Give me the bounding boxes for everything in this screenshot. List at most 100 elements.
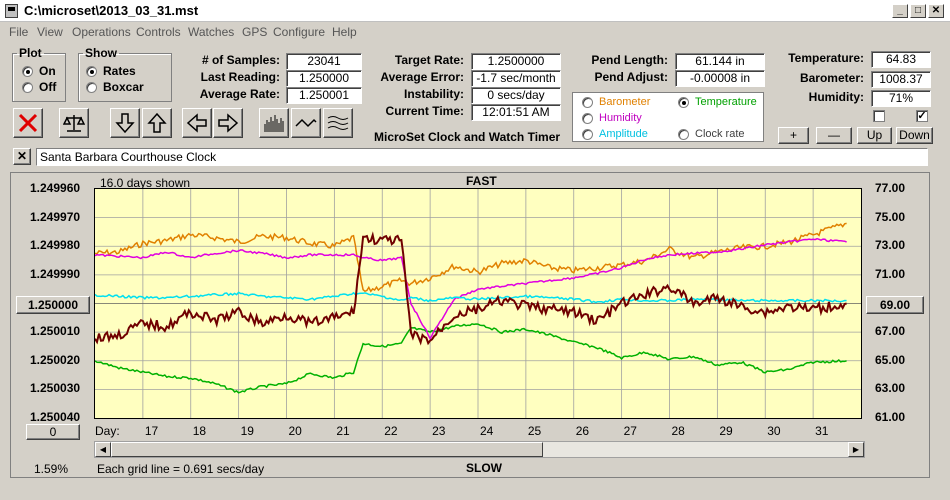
barometer-field[interactable]: 1008.37 [871,71,931,88]
multi-wave-icon [327,116,349,130]
show-boxcar-label: Boxcar [103,80,144,94]
show-rates-radio[interactable] [86,66,97,77]
target-rate-label: Target Rate: [394,53,464,67]
up-arrow-icon [147,112,167,133]
instability-label: Instability: [403,87,464,101]
scroll-right-arrow[interactable]: ▶ [848,442,864,457]
show-boxcar-radio[interactable] [86,82,97,93]
average-rate-field[interactable]: 1.250001 [286,87,362,104]
minimize-button[interactable]: _ [892,4,908,18]
right-y-tick-label: 77.00 [875,181,906,195]
current-time-field[interactable]: 12:01:51 AM [471,104,561,121]
target-rate-field[interactable]: 1.2500000 [471,53,561,70]
plus-button[interactable]: + [778,127,809,144]
x-tick-label: 31 [815,424,829,438]
sensor-select-box [572,92,764,142]
x-tick-label: 30 [767,424,781,438]
env-checkbox-1[interactable] [873,110,885,122]
up-button[interactable]: Up [857,127,892,144]
menu-bar: File View Operations Controls Watches GP… [0,22,950,42]
pend-adjust-field[interactable]: -0.00008 in [675,70,765,87]
zero-button[interactable]: 0 [26,424,80,440]
show-group: Show [78,46,172,102]
down-arrow-tool-button[interactable] [110,108,140,138]
balance-tool-button[interactable] [59,108,89,138]
maximize-button[interactable]: □ [910,4,926,18]
minus-button[interactable]: — [816,127,852,144]
samples-field[interactable]: 23041 [286,53,362,70]
wave-tool-button[interactable] [291,108,321,138]
scroll-thumb[interactable] [111,442,543,457]
pend-length-field[interactable]: 61.144 in [675,53,765,70]
menu-configure[interactable]: Configure [273,25,326,39]
clock-name-field[interactable]: Santa Barbara Courthouse Clock [36,148,928,166]
delete-tool-button[interactable] [13,108,43,138]
histogram-tool-button[interactable] [259,108,289,138]
up-arrow-tool-button[interactable] [142,108,172,138]
sensor-radio-amplitude[interactable] [582,129,593,140]
menu-view[interactable]: View [37,25,63,39]
left-y-tick-label: 1.249980 [30,238,81,253]
x-tick-label: 19 [240,424,254,438]
right-y-tick-label: 65.00 [875,352,906,367]
chart-scrollbar[interactable]: ◀ ▶ [94,441,865,458]
temperature-field[interactable]: 64.83 [871,51,931,68]
left-arrow-tool-button[interactable] [182,108,212,138]
series-line-humidity [94,237,847,341]
chart-panel [10,172,930,478]
title-bar: C:\microset\2013_03_31.mst _ □ ✕ [0,0,950,22]
plot-off-radio[interactable] [22,82,33,93]
scale-icon [63,115,85,132]
left-y-tick-label: 1.249960 [30,181,81,195]
left-y-tick-label: 1.249970 [30,209,81,224]
average-error-field[interactable]: -1.7 sec/month [471,70,561,87]
sensor-radio-humidity[interactable] [582,113,593,124]
clear-clock-name-button[interactable]: ✕ [13,148,31,165]
sensor-radio-barometer[interactable] [582,97,593,108]
sensor-radio-clock-rate[interactable] [678,129,689,140]
center-rate-button[interactable]: 1.250000 [16,296,90,314]
menu-file[interactable]: File [9,25,29,39]
left-y-tick-label: 1.250010 [30,324,81,339]
left-arrow-icon [186,113,207,133]
series-line-clock-rate [94,231,847,346]
menu-watches[interactable]: Watches [188,25,235,39]
x-tick-label: 25 [527,424,542,438]
show-group-title: Show [85,46,117,60]
scroll-left-arrow[interactable]: ◀ [95,442,111,457]
multi-wave-tool-button[interactable] [323,108,353,138]
fast-label: FAST [466,174,497,188]
x-tick-label: 23 [432,424,446,438]
humidity-field[interactable]: 71% [871,90,931,107]
menu-controls[interactable]: Controls [136,25,181,39]
env-checkbox-2[interactable]: ✓ [916,110,928,122]
plot-group: Plot [12,46,66,102]
menu-gps[interactable]: GPS [242,25,268,39]
plot-on-label: On [39,64,56,78]
temperature-label: Temperature: [788,51,864,65]
right-y-tick-label: 71.00 [875,266,906,281]
right-y-tick-label: 61.00 [875,410,906,424]
last-reading-field[interactable]: 1.250000 [286,70,362,87]
sensor-radio-temperature[interactable] [678,97,689,108]
right-arrow-tool-button[interactable] [213,108,243,138]
menu-operations[interactable]: Operations [72,25,131,39]
close-window-button[interactable]: ✕ [928,4,944,18]
right-y-tick-label: 73.00 [875,238,906,253]
down-button[interactable]: Down [896,127,933,144]
menu-help[interactable]: Help [332,25,357,39]
red-x-icon [18,113,38,133]
plot-on-radio[interactable] [22,66,33,77]
last-reading-label: Last Reading: [200,70,280,84]
x-tick-label: 20 [288,424,302,438]
right-y-tick-label: 63.00 [875,381,906,396]
app-icon[interactable] [5,4,18,18]
barometer-label: Barometer: [799,71,864,85]
wave-icon [295,118,317,128]
instability-field[interactable]: 0 secs/day [471,87,561,104]
plot-group-title: Plot [19,46,42,60]
x-tick-label: 21 [336,424,350,438]
current-time-label: Current Time: [385,104,464,118]
center-temp-button[interactable]: 69.00 [866,296,924,314]
plot-area [94,188,862,419]
